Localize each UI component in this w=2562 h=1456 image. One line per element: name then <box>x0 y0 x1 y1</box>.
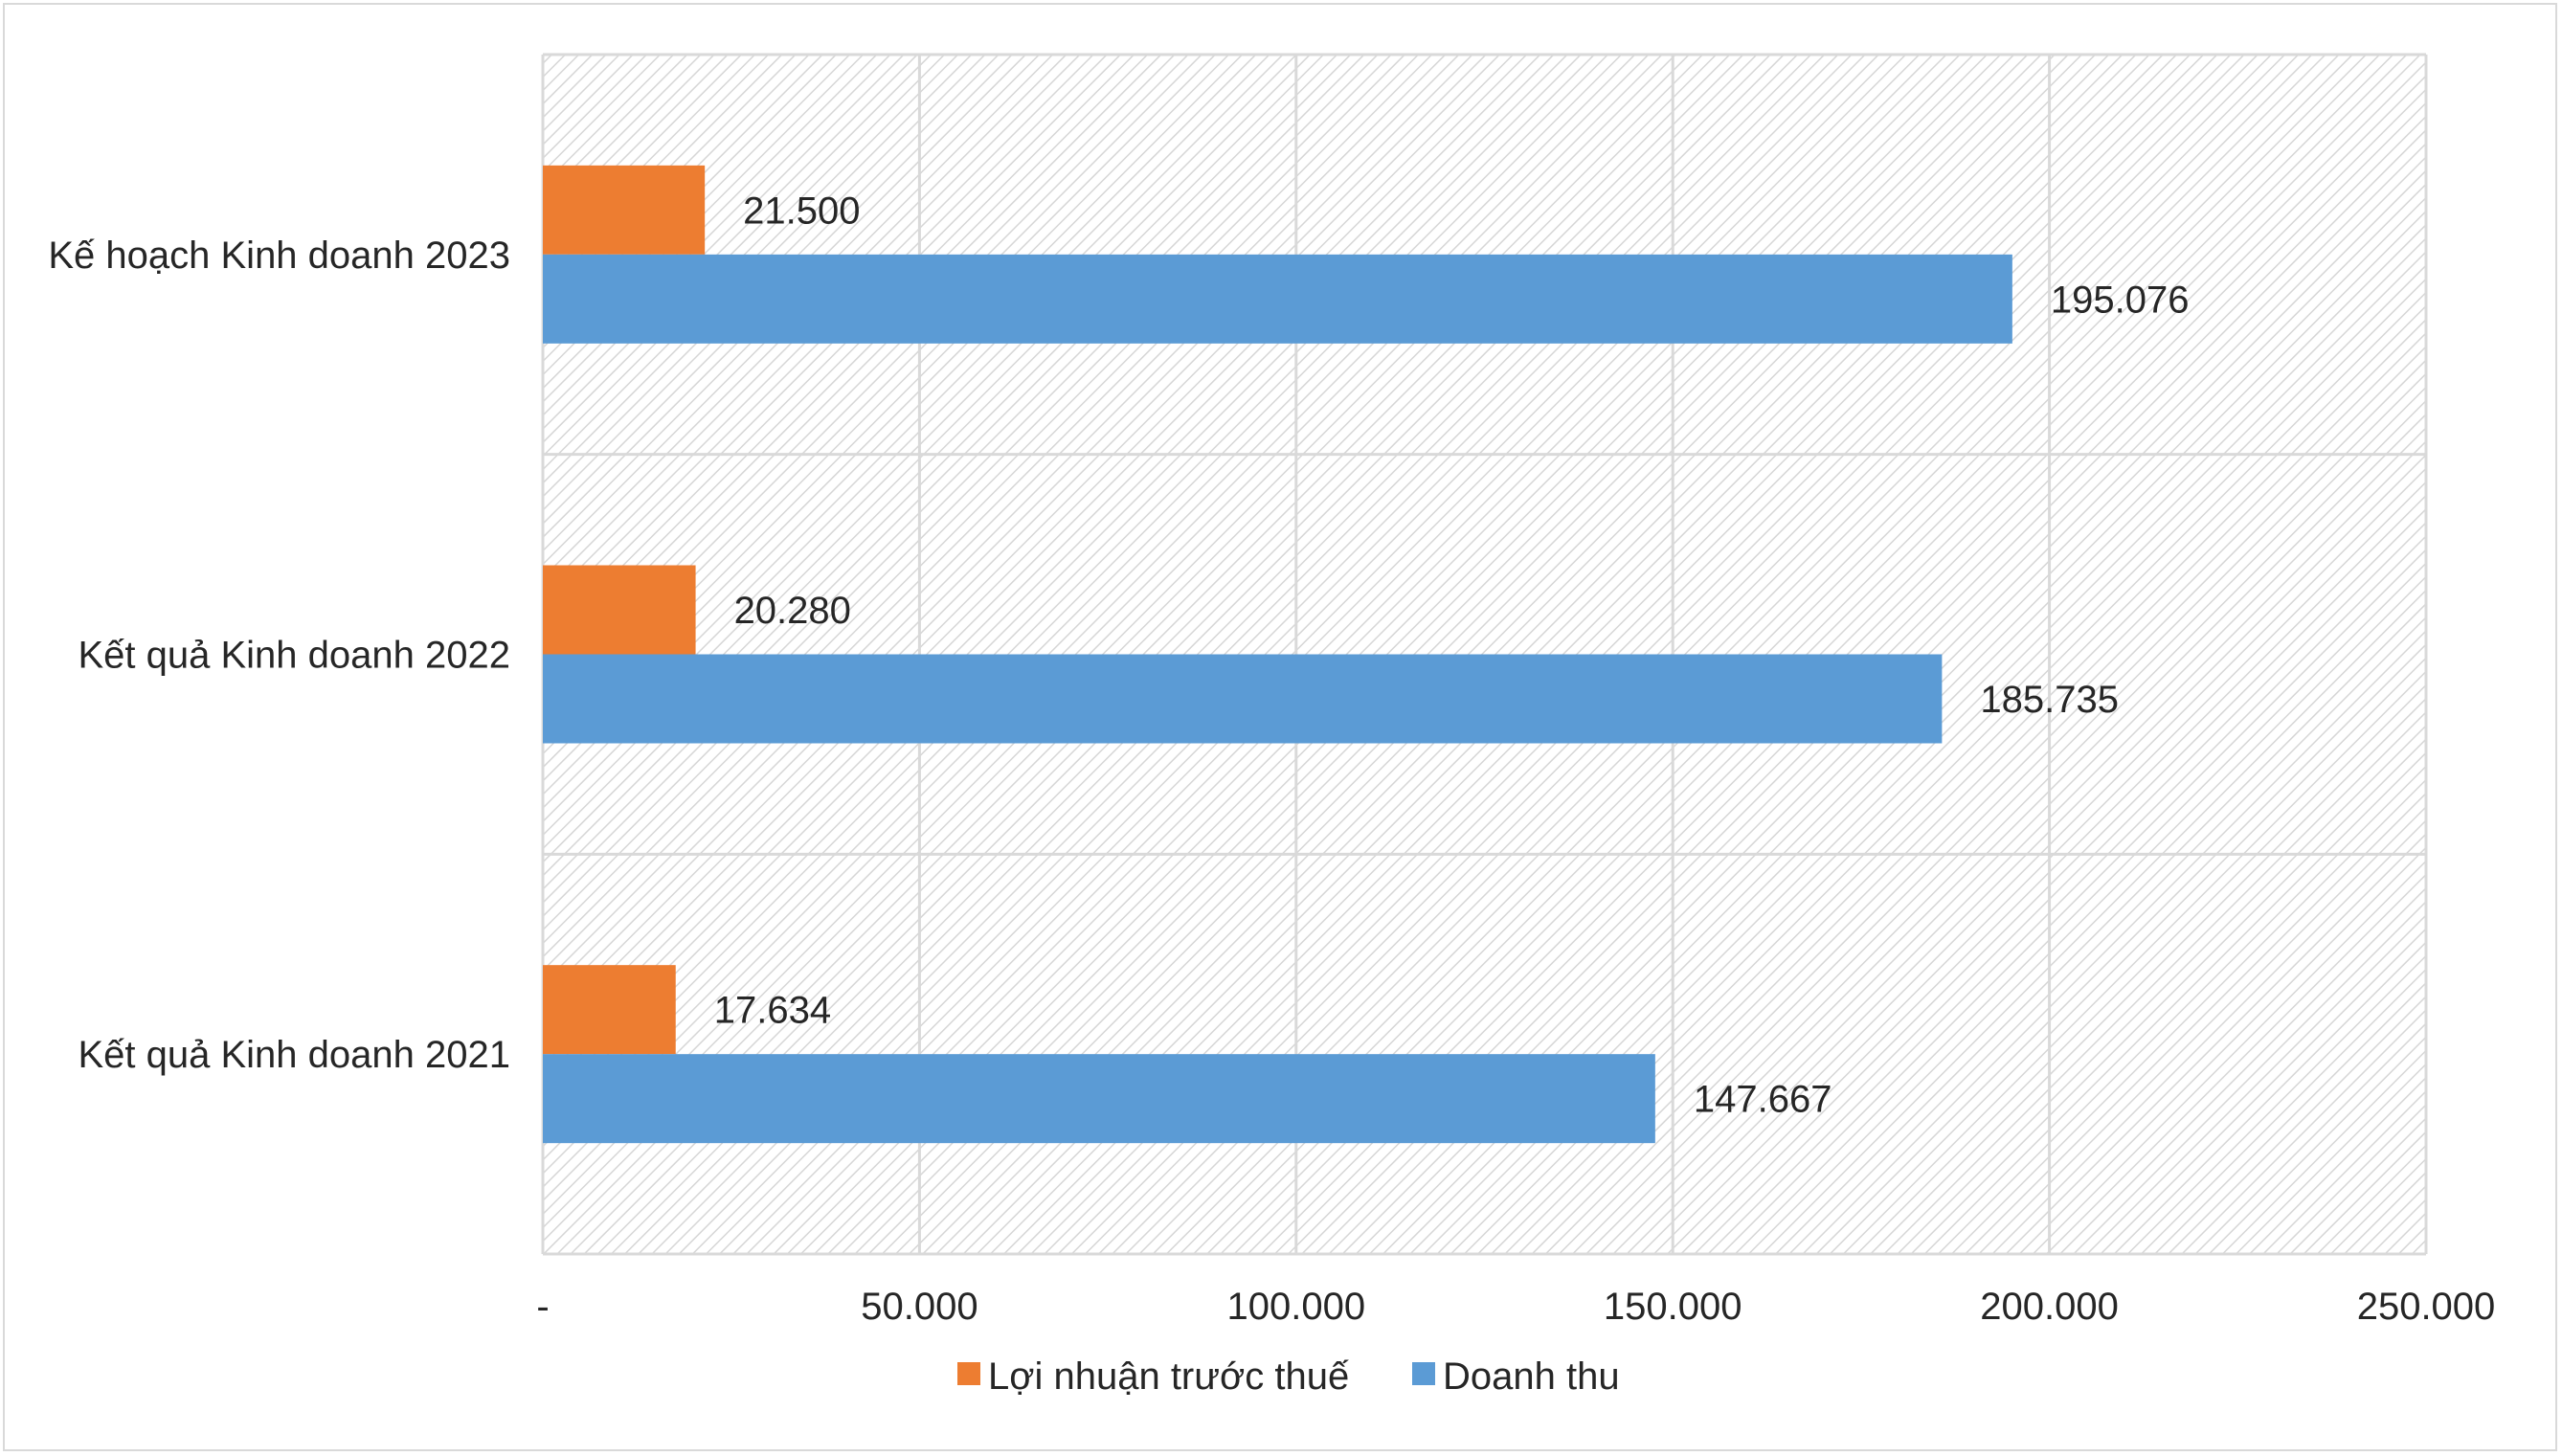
chart-frame: 17.634 147.667 20.280 185.735 21.500 195.076 … <box>3 3 2557 1451</box>
legend-label: Lợi nhuận trước thuế <box>988 1355 1349 1398</box>
category-labels: Kết quả Kinh doanh 2021 Kết quả Kinh doan… <box>48 235 510 1076</box>
data-label: 20.280 <box>734 590 851 632</box>
x-tick-label: 150.000 <box>1604 1286 1742 1328</box>
bar-revenue <box>543 654 1943 744</box>
x-tick-label: 250.000 <box>2357 1286 2496 1328</box>
legend-label: Doanh thu <box>1443 1355 1620 1398</box>
bar-profit <box>543 565 696 655</box>
bars: 17.634 147.667 20.280 185.735 21.500 195.076 <box>543 165 2190 1144</box>
legend-swatch <box>957 1362 980 1385</box>
x-tick-label: 100.000 <box>1227 1286 1366 1328</box>
x-tick-label: 200.000 <box>1980 1286 2119 1328</box>
bar-profit <box>543 165 706 255</box>
bar-revenue <box>543 1054 1655 1144</box>
category-label: Kết quả Kinh doanh 2022 <box>78 635 510 677</box>
bar-revenue <box>543 254 2012 344</box>
x-tick-label: 50.000 <box>861 1286 978 1328</box>
data-label: 185.735 <box>1980 679 2119 721</box>
legend-swatch <box>1412 1362 1435 1385</box>
data-label: 17.634 <box>714 990 831 1032</box>
data-label: 195.076 <box>2051 279 2190 321</box>
category-label: Kết quả Kinh doanh 2021 <box>78 1034 510 1076</box>
legend: Lợi nhuận trước thuế Doanh thu <box>957 1355 1620 1398</box>
data-label: 21.500 <box>743 190 860 232</box>
bar-profit <box>543 965 676 1055</box>
data-label: 147.667 <box>1694 1079 1832 1121</box>
bar-chart: 17.634147.66720.280185.73521.500195.076 … <box>48 53 2495 1398</box>
x-tick-labels: - 50.000 100.000 150.000 200.000 250.000 <box>536 1286 2495 1328</box>
x-tick-label: - <box>536 1286 549 1328</box>
category-label: Kế hoạch Kinh doanh 2023 <box>48 235 510 277</box>
